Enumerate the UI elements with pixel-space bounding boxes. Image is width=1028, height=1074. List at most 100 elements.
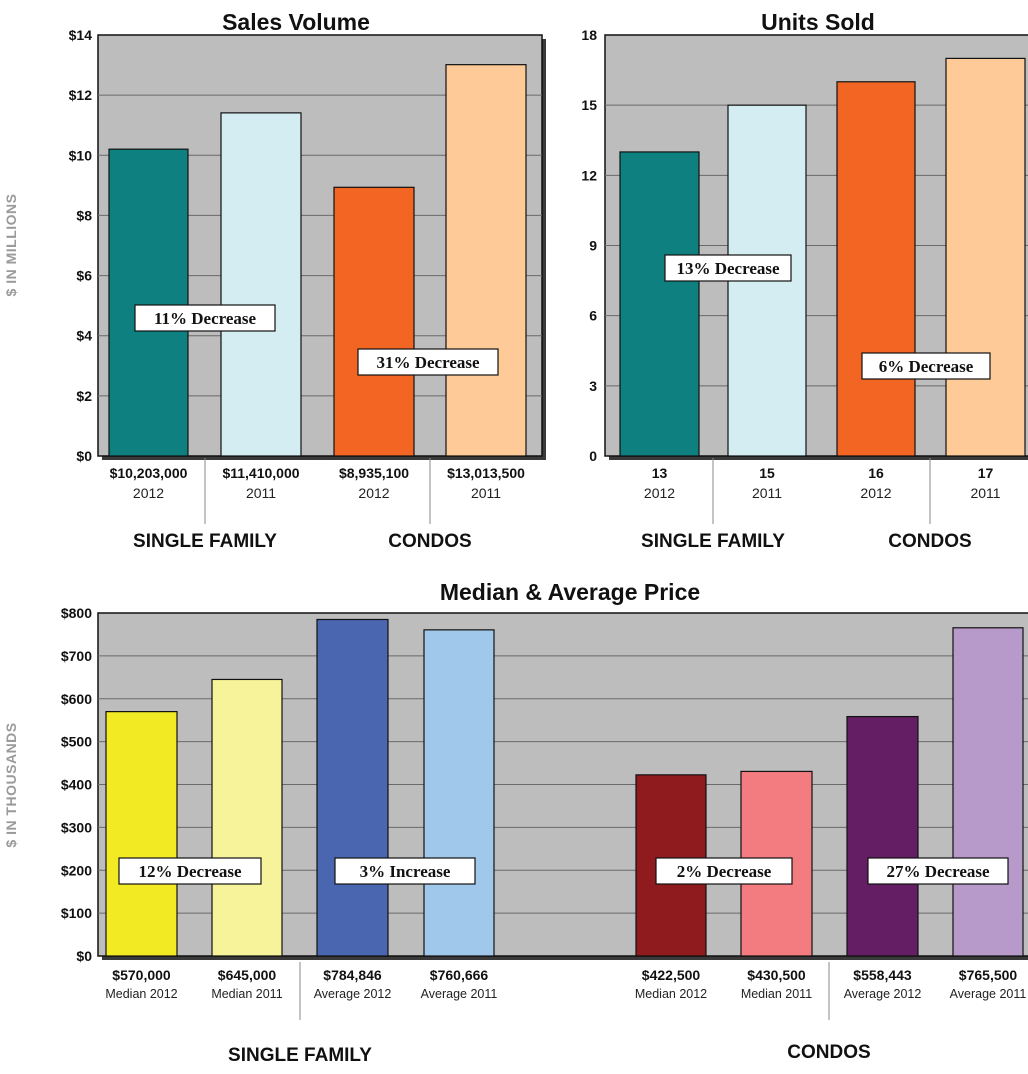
y-tick-label: 12 bbox=[581, 167, 597, 183]
y-tick-label: $300 bbox=[61, 819, 92, 835]
bar bbox=[108, 148, 189, 457]
bar-sublabel: 2012 bbox=[644, 485, 675, 501]
bar-value-label: $422,500 bbox=[642, 967, 701, 983]
chart-title: Median & Average Price bbox=[440, 579, 700, 605]
bar-sublabel: 2012 bbox=[133, 485, 164, 501]
bar-sublabel: Average 2011 bbox=[421, 987, 498, 1001]
bar-value-label: 17 bbox=[978, 465, 994, 481]
annotation-box bbox=[861, 352, 991, 380]
annotation-box bbox=[655, 857, 793, 885]
group-label: SINGLE FAMILY bbox=[228, 1045, 372, 1066]
annotation-text: 12% Decrease bbox=[138, 862, 242, 881]
chart-1: Units Sold 0 3 6 9 12 15 18 13 2012 15 2011 16 2012 17… bbox=[581, 9, 1028, 552]
bar-value-label: 16 bbox=[868, 465, 884, 481]
chart-0: Sales Volume $0 $2 $4 $6 $8 $10 $12 $14 $ IN MILL… bbox=[3, 9, 546, 552]
annotation-box bbox=[134, 304, 276, 332]
y-tick-label: $0 bbox=[76, 948, 92, 964]
annotation-text: 13% Decrease bbox=[676, 259, 780, 278]
annotation-text: 11% Decrease bbox=[154, 309, 257, 328]
bar-sublabel: 2011 bbox=[752, 485, 782, 501]
bar-value-label: $765,500 bbox=[959, 967, 1018, 983]
annotation-text: 6% Decrease bbox=[879, 357, 974, 376]
bar bbox=[423, 629, 495, 957]
bar-value-label: 15 bbox=[759, 465, 775, 481]
y-tick-label: $600 bbox=[61, 691, 92, 707]
y-tick-label: 6 bbox=[589, 308, 597, 324]
annotation-box bbox=[118, 857, 262, 885]
y-tick-label: $500 bbox=[61, 734, 92, 750]
group-label: CONDOS bbox=[787, 1042, 870, 1063]
bar-sublabel: Median 2011 bbox=[741, 987, 812, 1001]
bar-value-label: 13 bbox=[652, 465, 668, 481]
annotation-box bbox=[334, 857, 476, 885]
bar bbox=[846, 715, 919, 957]
y-tick-label: $12 bbox=[69, 87, 93, 103]
bar-sublabel: Median 2012 bbox=[635, 987, 707, 1001]
y-tick-label: $0 bbox=[76, 448, 92, 464]
bar bbox=[105, 711, 178, 957]
bar-value-label: $430,500 bbox=[747, 967, 806, 983]
annotation-text: 2% Decrease bbox=[677, 862, 772, 881]
y-tick-label: $10 bbox=[69, 147, 93, 163]
bar bbox=[445, 64, 527, 457]
y-tick-label: 3 bbox=[589, 378, 597, 394]
bar bbox=[316, 618, 389, 957]
annotation-box bbox=[664, 254, 792, 282]
y-tick-label: 15 bbox=[581, 97, 597, 113]
annotation-box bbox=[357, 348, 499, 376]
bar-value-label: $10,203,000 bbox=[110, 465, 188, 481]
bar-sublabel: Average 2011 bbox=[950, 987, 1027, 1001]
bar bbox=[220, 112, 302, 457]
bar-sublabel: 2012 bbox=[358, 485, 389, 501]
bar-sublabel: Average 2012 bbox=[314, 987, 392, 1001]
bar-sublabel: Median 2012 bbox=[105, 987, 177, 1001]
bar bbox=[333, 186, 415, 457]
y-tick-label: $200 bbox=[61, 862, 92, 878]
y-tick-label: $14 bbox=[69, 27, 93, 43]
bar-value-label: $13,013,500 bbox=[447, 465, 525, 481]
y-tick-label: $4 bbox=[76, 328, 92, 344]
bar-value-label: $8,935,100 bbox=[339, 465, 409, 481]
bar-sublabel: 2011 bbox=[471, 485, 501, 501]
y-tick-label: $2 bbox=[76, 388, 92, 404]
bar-value-label: $11,410,000 bbox=[222, 465, 299, 481]
annotation-box bbox=[867, 857, 1009, 885]
bar bbox=[211, 678, 283, 957]
bar bbox=[619, 151, 700, 457]
chart-2: Median & Average Price $0 $100 $200 $300 $400… bbox=[3, 579, 1028, 1066]
y-tick-label: 0 bbox=[589, 448, 597, 464]
bar bbox=[945, 57, 1026, 457]
bar-sublabel: 2011 bbox=[246, 485, 276, 501]
y-tick-label: $100 bbox=[61, 905, 92, 921]
bar-value-label: $760,666 bbox=[430, 967, 489, 983]
bar-value-label: $570,000 bbox=[112, 967, 171, 983]
bar-value-label: $784,846 bbox=[323, 967, 382, 983]
chart-title: Units Sold bbox=[761, 9, 875, 35]
y-axis-label: $ IN MILLIONS bbox=[3, 194, 19, 297]
bar-value-label: $558,443 bbox=[853, 967, 912, 983]
y-axis-label: $ IN THOUSANDS bbox=[3, 722, 19, 847]
chart-title: Sales Volume bbox=[222, 9, 370, 35]
bar-sublabel: 2011 bbox=[970, 485, 1000, 501]
annotation-text: 27% Decrease bbox=[886, 862, 990, 881]
y-tick-label: $700 bbox=[61, 648, 92, 664]
y-tick-label: 9 bbox=[589, 238, 597, 254]
y-tick-label: $6 bbox=[76, 268, 92, 284]
y-tick-label: $8 bbox=[76, 207, 92, 223]
group-label: CONDOS bbox=[888, 531, 971, 552]
group-label: SINGLE FAMILY bbox=[641, 531, 785, 552]
bar-sublabel: Median 2011 bbox=[211, 987, 282, 1001]
annotation-text: 31% Decrease bbox=[376, 353, 480, 372]
annotation-text: 3% Increase bbox=[360, 862, 451, 881]
y-tick-label: 18 bbox=[581, 27, 597, 43]
y-tick-label: $800 bbox=[61, 605, 92, 621]
bar bbox=[952, 627, 1024, 957]
bar bbox=[836, 81, 916, 457]
group-label: CONDOS bbox=[388, 531, 471, 552]
bar-sublabel: Average 2012 bbox=[844, 987, 922, 1001]
y-tick-label: $400 bbox=[61, 777, 92, 793]
bar-sublabel: 2012 bbox=[860, 485, 891, 501]
bar-value-label: $645,000 bbox=[218, 967, 277, 983]
group-label: SINGLE FAMILY bbox=[133, 531, 277, 552]
